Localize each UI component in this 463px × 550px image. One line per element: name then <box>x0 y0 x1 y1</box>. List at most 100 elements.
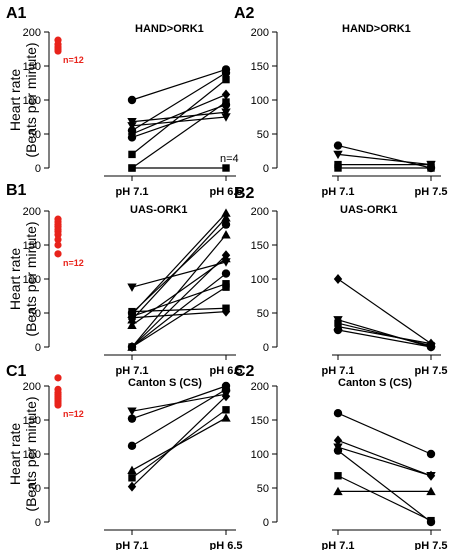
data-point-square <box>334 164 342 172</box>
series <box>333 435 436 481</box>
series-line <box>131 261 227 288</box>
x-tick-label: pH 7.1 <box>115 365 148 377</box>
data-point-square <box>128 164 136 172</box>
data-point-circle <box>426 342 436 352</box>
x-tick-label: pH 6.5 <box>209 186 242 198</box>
data-point-square <box>427 516 435 525</box>
series <box>333 274 436 349</box>
data-point-circle <box>333 325 343 335</box>
control-point <box>54 250 62 258</box>
data-point-diamond <box>221 391 231 402</box>
x-tick-label: pH 7.1 <box>115 540 148 550</box>
series <box>128 75 230 159</box>
series <box>334 472 435 525</box>
series <box>333 150 436 170</box>
panels: A1 HAND>ORK1 0 50 100 150 200 pH 7.1 pH 6.5 n=12 n… <box>6 5 448 550</box>
data-point-triangle-down <box>221 108 231 117</box>
panel-id: C1 <box>6 363 27 380</box>
panel-b1: B1 UAS-ORK1 0 50 100 150 200 pH 7.1 pH 6.5 n=12 <box>6 182 243 377</box>
data-point-triangle-up <box>333 486 343 496</box>
y-tick-label: 100 <box>251 274 269 286</box>
y-tick-label: 50 <box>29 308 41 320</box>
data-point-square <box>222 283 230 291</box>
x-tick-label: pH 7.1 <box>321 365 354 377</box>
data-point-triangle-down <box>221 113 231 122</box>
data-point-circle <box>221 269 231 278</box>
series-line <box>337 446 432 477</box>
series <box>127 269 231 352</box>
control-point <box>54 235 62 244</box>
panel-title: Canton S (CS) <box>338 377 412 389</box>
series <box>127 250 231 352</box>
data-point-circle <box>127 441 137 451</box>
series-line <box>337 412 432 455</box>
series-line <box>131 68 227 101</box>
panel-title: HAND>ORK1 <box>135 23 204 35</box>
data-point-square <box>222 406 230 414</box>
series-line <box>131 212 227 315</box>
y-tick-label: 0 <box>35 163 41 175</box>
series-line <box>337 326 432 345</box>
control-group: n=12 <box>54 215 84 268</box>
data-point-circle <box>333 446 343 455</box>
control-n-label: n=12 <box>63 55 84 65</box>
panel-id: A1 <box>6 5 27 22</box>
series <box>128 280 230 321</box>
panel-title: HAND>ORK1 <box>342 23 411 35</box>
y-tick-label: 0 <box>263 517 269 529</box>
data-point-circle <box>221 68 231 78</box>
series <box>127 65 231 105</box>
series-line <box>131 311 227 319</box>
x-tick-label: pH 7.5 <box>414 540 447 550</box>
series <box>334 160 435 169</box>
y-tick-label: 100 <box>251 95 269 107</box>
series-line <box>337 450 432 523</box>
y-tick-label: 150 <box>23 240 41 252</box>
y-tick-label: 100 <box>23 449 41 461</box>
y-axis-title-line2: (Beats per minute) <box>23 221 39 336</box>
panel-c2: C2 Canton S (CS) 0 50 100 150 200 pH 7.1 pH 7.5 <box>234 363 448 550</box>
series <box>127 113 231 131</box>
x-tick-label: pH 7.1 <box>321 186 354 198</box>
y-tick-label: 50 <box>29 483 41 495</box>
y-tick-label: 50 <box>257 129 269 141</box>
data-point-triangle-up <box>221 413 231 422</box>
data-point-diamond <box>127 312 137 323</box>
data-point-diamond <box>127 481 137 492</box>
y-tick-label: 0 <box>263 163 269 175</box>
series-line <box>131 101 227 169</box>
data-point-triangle-up <box>426 486 436 496</box>
x-tick-label: pH 6.5 <box>209 365 242 377</box>
y-axis-title-line2: (Beats per minute) <box>23 396 39 511</box>
series <box>127 385 231 451</box>
data-point-square <box>222 75 230 84</box>
data-point-diamond <box>127 129 137 139</box>
series-line <box>131 79 227 155</box>
control-n-label: n=12 <box>63 258 84 268</box>
y-axis-title-line1: Heart rate <box>7 248 23 310</box>
data-point-triangle-up <box>127 320 137 329</box>
series <box>127 89 231 139</box>
data-point-diamond <box>333 274 343 284</box>
y-tick-label: 200 <box>23 381 41 393</box>
series-line <box>337 329 432 348</box>
series-line <box>131 217 227 321</box>
control-group: n=12 <box>54 374 84 419</box>
data-point-triangle-down <box>127 283 137 292</box>
data-point-triangle-down <box>426 472 436 481</box>
series <box>128 406 230 482</box>
data-point-circle <box>127 414 137 423</box>
series <box>127 390 231 416</box>
panel-b2: B2 UAS-ORK1 0 50 100 150 200 pH 7.1 pH 7.5 <box>234 185 448 377</box>
control-point <box>54 401 62 409</box>
series <box>127 391 231 492</box>
y-tick-label: 200 <box>23 27 41 39</box>
y-tick-label: 150 <box>251 240 269 252</box>
data-point-triangle-up <box>127 342 137 351</box>
data-point-circle <box>221 220 231 229</box>
series-line <box>131 116 227 127</box>
y-axis-labels: Heart rate (Beats per minute)Heart rate (B… <box>7 42 39 511</box>
y-tick-label: 0 <box>263 342 269 354</box>
series <box>333 409 436 459</box>
